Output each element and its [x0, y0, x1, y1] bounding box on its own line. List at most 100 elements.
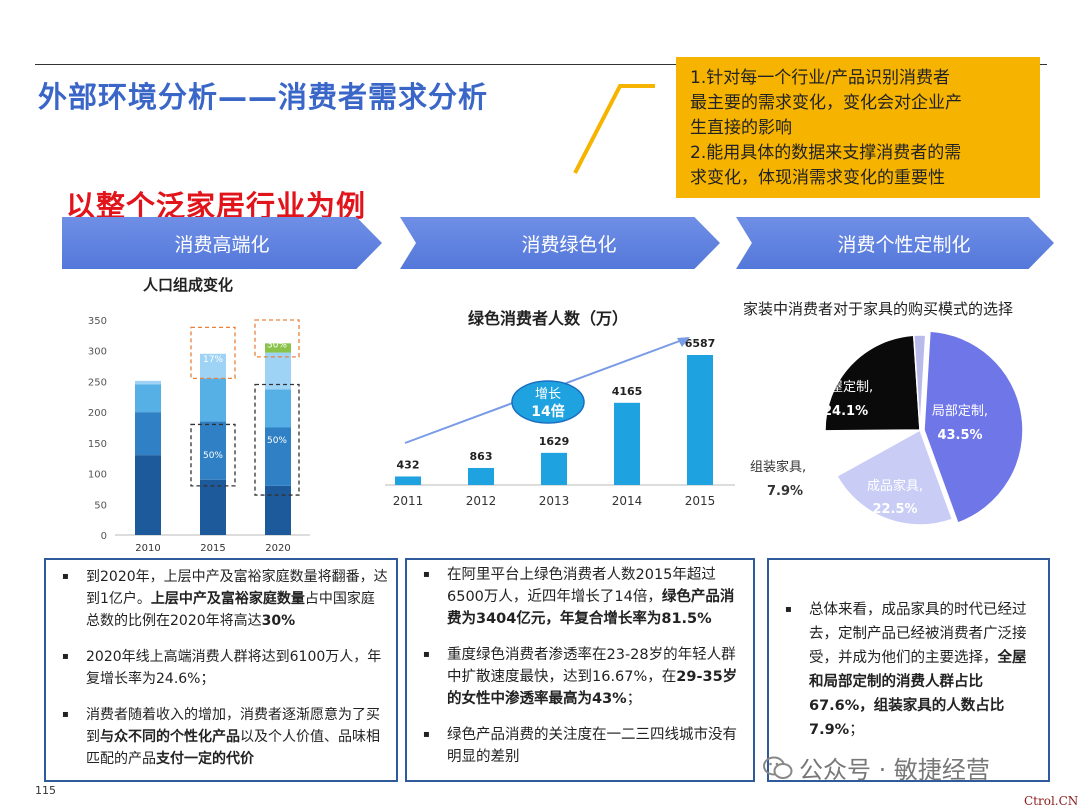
- bar-segment: [200, 421, 226, 480]
- pie-label: 组装家具,: [750, 459, 806, 475]
- slide-title: 外部环境分析——消费者需求分析: [38, 80, 489, 114]
- annotation-label: 50%: [203, 451, 223, 461]
- pie-value: 24.1%: [823, 404, 868, 419]
- bar: [687, 355, 713, 485]
- bar-segment: [265, 389, 291, 428]
- page-number: 115: [35, 784, 56, 797]
- x-tick-label: 2014: [612, 494, 643, 508]
- growth-arrow-head: [677, 337, 690, 347]
- note-line: 生直接的影响: [690, 118, 792, 138]
- bullet-text-bold: 支付一定的代价: [156, 751, 254, 767]
- bar-segment: [265, 485, 291, 535]
- bar-segment: [265, 343, 291, 353]
- bar: [541, 452, 567, 485]
- bullet-text-bold: 30%: [261, 613, 296, 629]
- bullet-text: ；: [849, 722, 864, 738]
- bullet-text: 总体来看，成品家具的时代已经过去，定制产品已经被消费者广泛接受，并成为他们的主要…: [809, 602, 1027, 666]
- y-tick-label: 350: [88, 316, 107, 327]
- annotation-label: 1个亿: [265, 327, 289, 339]
- x-tick-label: 2013: [539, 494, 570, 508]
- y-tick-label: 300: [88, 347, 107, 358]
- purchase-mode-pie-chart: 局部定制, 43.5% 成品家具, 22.5% 组装家具, 7.9% 屋定制, 24.1%: [750, 330, 1024, 526]
- summary-box-green: 在阿里平台上绿色消费者人数2015年超过6500万人，近四年增长了14倍，绿色产…: [405, 558, 755, 782]
- y-tick-label: 0: [101, 531, 107, 542]
- annotation-label: 17%: [203, 355, 223, 365]
- pie-label: 成品家具,: [867, 478, 923, 494]
- summary-box-custom: 总体来看，成品家具的时代已经过去，定制产品已经被消费者广泛接受，并成为他们的主要…: [767, 558, 1050, 782]
- bullet-text: ；: [626, 691, 642, 707]
- chevron-consumption-green: 消费绿色化: [400, 217, 720, 269]
- summary-box-premium: 到2020年，上层中产及富裕家庭数量将翻番，达到1亿户。上层中产及富裕家庭数量占…: [44, 558, 398, 782]
- x-tick-label: 2015: [685, 494, 716, 508]
- bar-segment: [200, 378, 226, 422]
- annotation-box: [254, 383, 300, 496]
- data-label: 432: [397, 458, 420, 471]
- bullet-text: 占中国家庭总数的比例在2020年将高达: [86, 591, 375, 629]
- bar-segment: [200, 353, 226, 379]
- bar-segment: [200, 479, 226, 535]
- growth-callout-label: 增长: [535, 387, 561, 402]
- wechat-icon: [763, 756, 793, 779]
- note-line: 1.针对每一个行业/产品识别消费者: [690, 68, 950, 88]
- bar-segment: [135, 384, 161, 413]
- data-label: 1629: [539, 435, 570, 448]
- note-line: 2.能用具体的数据来支撑消费者的需: [690, 143, 962, 163]
- bullet-item: 绿色产品消费的关注度在一二三四线城市没有明显的差别: [423, 724, 745, 768]
- chart-population-title: 人口组成变化: [143, 276, 234, 294]
- corner-mark: Ctrol.CN: [1024, 794, 1079, 808]
- x-tick-label: 2015: [200, 543, 225, 554]
- bar: [614, 402, 640, 485]
- annotation-box: [254, 319, 300, 358]
- pie-value: 22.5%: [872, 502, 917, 517]
- growth-callout-value: 14倍: [531, 403, 564, 420]
- x-tick-label: 2010: [135, 543, 160, 554]
- bullet-item: 重度绿色消费者渗透率在23-28岁的年轻人群中扩散速度最快，达到16.67%，在…: [423, 644, 745, 710]
- bar-segment: [135, 380, 161, 385]
- bullet-text: 绿色产品消费的关注度在一二三四线城市没有明显的差别: [447, 727, 737, 765]
- note-line: 最主要的需求变化，变化会对企业产: [690, 93, 962, 113]
- bullet-item: 在阿里平台上绿色消费者人数2015年超过6500万人，近四年增长了14倍，绿色产…: [423, 564, 745, 630]
- note-box: 1.针对每一个行业/产品识别消费者 最主要的需求变化，变化会对企业产 生直接的影…: [676, 57, 1040, 198]
- bullet-text-bold: 绿色产品消费为3404亿元，年复合增长率为81.5%: [447, 589, 735, 627]
- bullet-item: 到2020年，上层中产及富裕家庭数量将翻番，达到1亿户。上层中产及富裕家庭数量占…: [62, 566, 388, 632]
- bullet-item: 消费者随着收入的增加，消费者逐渐愿意为了买到与众不同的个性化产品以及个人价值、品…: [62, 704, 388, 770]
- chevron-consumption-custom: 消费个性定制化: [736, 217, 1054, 269]
- bullet-item: 2020年线上高端消费人群将达到6100万人，年复增长率为24.6%；: [62, 646, 388, 690]
- data-label: 4165: [612, 385, 643, 398]
- bullet-text-bold: 与众不同的个性化产品: [100, 729, 240, 745]
- data-label: 863: [470, 450, 493, 463]
- top-rule: [35, 64, 1047, 65]
- bar-segment: [135, 455, 161, 535]
- y-tick-label: 150: [88, 439, 107, 450]
- pie-slice: [923, 330, 1024, 525]
- pie-slice: [824, 334, 921, 432]
- x-tick-label: 2011: [393, 494, 424, 508]
- pie-label: 屋定制,: [830, 380, 873, 395]
- y-tick-label: 100: [88, 470, 107, 481]
- bullet-item: 总体来看，成品家具的时代已经过去，定制产品已经被消费者广泛接受，并成为他们的主要…: [785, 598, 1036, 742]
- annotation-box: [190, 423, 236, 487]
- annotation-label: 50%: [267, 436, 287, 446]
- bullet-text: 以及个人价值、品味相匹配的产品: [86, 729, 380, 767]
- bullet-text-bold: 29-35岁的女性中渗透率最高为43%: [447, 669, 738, 707]
- bullet-text: 到2020年，上层中产及富裕家庭数量将翻番，达到1亿户。: [86, 569, 388, 607]
- growth-callout: [511, 380, 585, 424]
- x-tick-label: 2020: [265, 543, 290, 554]
- bar-segment: [265, 427, 291, 486]
- annotation-box: [190, 326, 236, 380]
- y-tick-label: 250: [88, 377, 107, 388]
- bullet-text: 2020年线上高端消费人群将达到6100万人，年复增长率为24.6%；: [86, 649, 382, 687]
- chevron-consumption-premium: 消费高端化: [62, 217, 382, 269]
- bullet-text: 消费者随着收入的增加，消费者逐渐愿意为了买到: [86, 707, 380, 745]
- chart-pie-title: 家装中消费者对于家具的购买模式的选择: [743, 300, 1014, 318]
- bar: [468, 467, 494, 485]
- chart-green-title: 绿色消费者人数（万）: [468, 309, 629, 328]
- bullet-text-bold: 全屋和局部定制的消费人群占比67.6%，组装家具的人数占比7.9%: [809, 650, 1027, 738]
- bullet-text: 重度绿色消费者渗透率在23-28岁的年轻人群中扩散速度最快，达到16.67%，在: [447, 647, 736, 685]
- watermark-text: 公众号 · 敏捷经营: [799, 756, 990, 784]
- note-line: 求变化，体现消需求变化的重要性: [690, 168, 945, 188]
- bar: [395, 476, 421, 485]
- bar-segment: [135, 412, 161, 456]
- pie-slice: [912, 334, 927, 431]
